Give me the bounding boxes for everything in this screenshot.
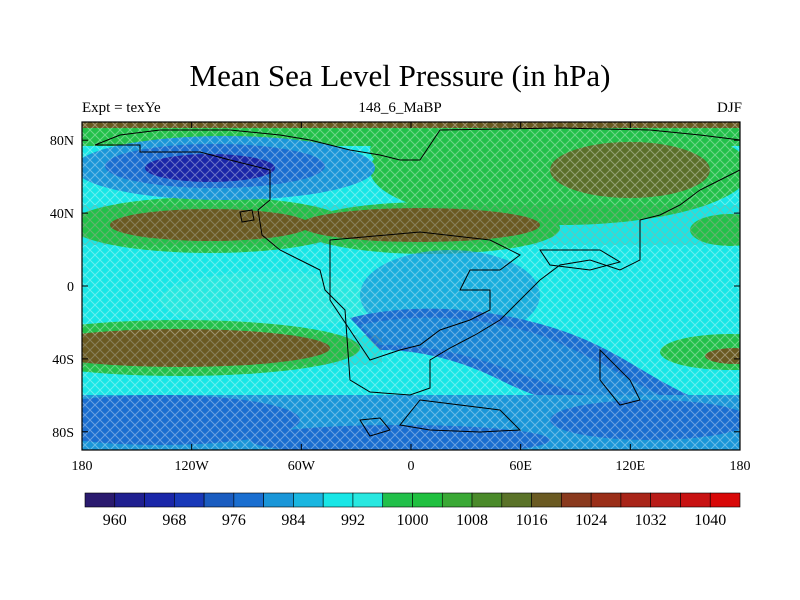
colorbar-swatch [561, 492, 592, 508]
colorbar-swatch [174, 492, 205, 508]
x-tick-label: 60W [288, 459, 316, 474]
season-label: DJF [716, 100, 742, 116]
colorbar-label: 1008 [456, 512, 488, 529]
x-axis: 180 120W 60W 0 60E 120E 180 [72, 122, 751, 474]
x-tick-label: 120E [616, 459, 646, 474]
plot-title: Mean Sea Level Pressure (in hPa) [189, 58, 611, 93]
y-tick-label: 80N [50, 134, 74, 149]
colorbar-label: 968 [162, 512, 186, 529]
colorbar-swatch [203, 492, 235, 508]
y-tick-label: 40S [52, 353, 74, 368]
colorbar-swatch [263, 492, 294, 508]
colorbar-swatch [352, 492, 384, 508]
colorbar-swatch [441, 492, 473, 508]
x-tick-label: 120W [175, 459, 210, 474]
colorbar-swatch [680, 492, 711, 508]
colorbar-swatch [590, 492, 622, 508]
colorbar-swatch [531, 492, 562, 508]
colorbar-swatch [233, 492, 264, 508]
coastline [94, 127, 741, 437]
colorbar-swatch [382, 492, 413, 508]
colorbar-swatch [322, 492, 354, 508]
x-tick-label: 180 [72, 459, 93, 474]
colorbar-label: 1024 [575, 512, 607, 529]
colorbar-label: 992 [341, 512, 365, 529]
colorbar-label: 1032 [635, 512, 667, 529]
colorbar-swatch [709, 492, 741, 508]
y-tick-label: 80S [52, 426, 74, 441]
colorbar-swatch [84, 492, 116, 508]
colorbar-label: 984 [281, 512, 305, 529]
colorbar-label: 1016 [516, 512, 548, 529]
x-tick-label: 60E [509, 459, 532, 474]
colorbar-swatch [650, 492, 681, 508]
colorbar: 960 968 976 984 992 1000 1008 1016 1024 1032 1040 [84, 492, 741, 529]
colorbar-swatch [114, 492, 145, 508]
colorbar-swatch [144, 492, 175, 508]
colorbar-label: 1000 [397, 512, 429, 529]
colorbar-label: 976 [222, 512, 246, 529]
colorbar-swatch [471, 492, 503, 508]
colorbar-label: 960 [103, 512, 127, 529]
x-tick-label: 0 [408, 459, 415, 474]
experiment-label: Expt = texYe [82, 100, 161, 116]
y-tick-label: 0 [67, 280, 74, 295]
colorbar-swatch [620, 492, 651, 508]
y-tick-label: 40N [50, 207, 74, 222]
colorbar-swatch [293, 492, 324, 508]
pressure-field [82, 122, 740, 450]
colorbar-swatch [412, 492, 443, 508]
x-tick-label: 180 [730, 459, 751, 474]
colorbar-label: 1040 [694, 512, 726, 529]
colorbar-swatch [501, 492, 532, 508]
y-axis: 80N 40N 0 40S 80S [50, 134, 740, 441]
experiment-id: 148_6_MaBP [358, 100, 442, 116]
